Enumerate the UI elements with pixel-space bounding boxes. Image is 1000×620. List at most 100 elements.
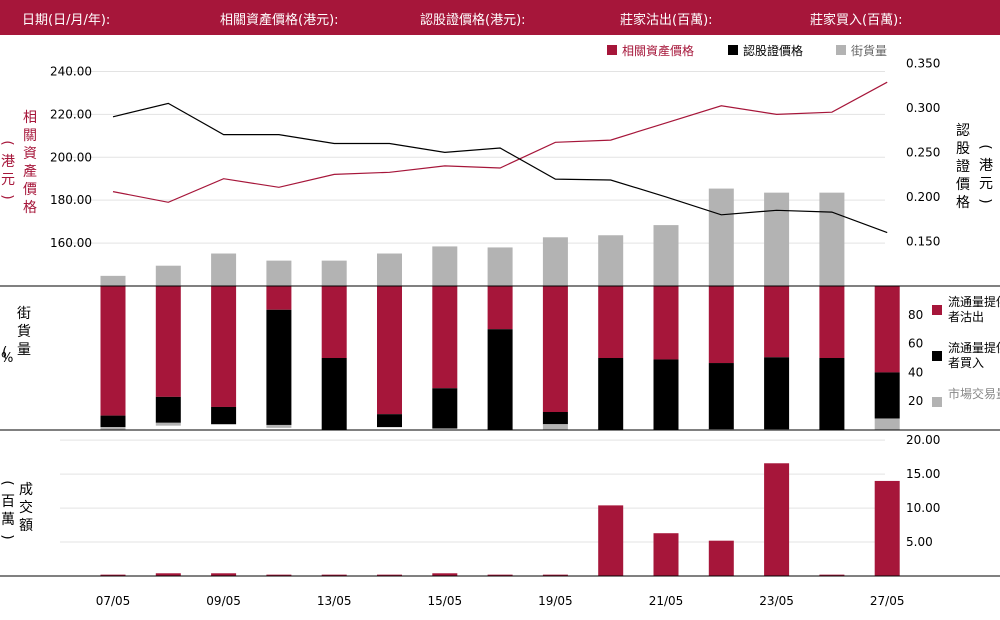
stacked-bar-segment [542,424,568,430]
turnover-axis-title-char: 成 [19,482,33,498]
right-tick-label: 0.250 [906,145,940,159]
turnover-bar [377,574,402,576]
x-axis-labels: 07/05 09/05 13/05 15/05 19/05 21/05 23/05 27/05 [96,594,905,608]
left-tick-label: 180.00 [50,193,92,207]
stacked-bar-segment [266,424,292,428]
outstanding-axis-title-char: 量 [17,342,31,358]
percent-unit: % [1,351,13,366]
stacked-bar-segment [266,286,292,310]
stacked-bar-segment [598,286,624,358]
stacked-bar-segment [874,418,900,430]
underlying-price-label: 相關資產價格(港元): [220,13,339,28]
turnover-tick-label: 20.00 [906,433,940,447]
legend-label: 認股證價格 [743,43,803,58]
outstanding-bars [100,188,845,286]
header-bar: 日期(日/月/年): 相關資產價格(港元): 認股證價格(港元): 莊家沽出(百… [0,0,1000,35]
date-label: 日期(日/月/年): [22,13,111,28]
turnover-bar [874,480,900,576]
dealer-sell-label: 莊家沽出(百萬): [620,13,713,28]
stacked-bar-segment [211,406,237,425]
outstanding-bar [266,260,292,286]
left-axis-title-char: 資 [23,146,37,162]
turnover-axis-unit-char: 百 [1,494,15,510]
stacked-bar-segment [542,412,568,425]
stacked-bar-segment [432,388,458,429]
legend-label: 街貨量 [851,43,887,58]
turnover-bar [708,540,734,576]
price-axes: 240.00 220.00 200.00 180.00 160.00 0.350 0.300… [0,56,993,250]
right-tick-label: 0.300 [906,101,940,115]
right-axis-title-char: 格 [956,195,970,211]
legend-label: 者沽出 [948,310,984,324]
outstanding-bar [321,260,347,286]
price-lines [112,81,888,234]
legend-swatch [932,351,942,361]
outstanding-bar [377,253,402,286]
stacked-bar-segment [266,309,292,425]
left-tick-label: 240.00 [50,64,92,78]
right-axis-title-char: 價 [956,176,970,193]
warrant-price-line [112,102,888,234]
x-tick-label: 13/05 [317,594,352,608]
percent-tick-label: 80 [908,308,923,322]
turnover-bar [432,573,458,576]
left-axis-unit-char: 元 [1,172,15,188]
stacked-bar-segment [598,358,624,430]
right-axis-unit-char: ) [977,198,993,203]
outstanding-bar [708,188,734,286]
legend-swatch [932,305,942,315]
outstanding-bar [542,237,568,286]
outstanding-bar [211,253,237,286]
turnover-bar [598,505,624,576]
underlying-price-line [112,81,888,203]
percent-tick-label: 40 [908,365,923,379]
left-tick-label: 200.00 [50,150,92,164]
dealer-buy-label: 莊家買入(百萬): [810,13,903,28]
turnover-axis-unit-char: ) [0,534,15,539]
left-tick-label: 160.00 [50,236,92,250]
right-axis-unit-char: 元 [979,176,993,192]
price-gridlines [60,70,885,244]
stacked-bar-segment [708,286,734,364]
warrant-price-label: 認股證價格(港元): [420,13,526,28]
right-tick-label: 0.200 [906,190,940,204]
stacked-bar-segment [487,286,513,330]
right-axis-title-char: 股 [956,141,970,157]
stacked-bar-segment [487,329,513,430]
outstanding-axes: 80 60 40 20 街貨量 (% [1,306,923,408]
outstanding-legend: 流通量提供者沽出流通量提供者買入市場交易量 [932,294,1000,407]
turnover-bar [155,573,181,576]
x-tick-label: 21/05 [649,594,684,608]
right-axis-unit-char: 港 [979,158,993,174]
price-legend: 相關資產價格 認股證價格 街貨量 [607,43,887,58]
outstanding-bar [764,192,790,286]
stacked-bar-segment [155,286,181,397]
stacked-bar-segment [874,372,900,419]
stacked-bar-segment [819,358,845,430]
outstanding-bar [819,192,845,286]
left-axis-unit-char: ( [0,140,15,145]
turnover-axis-unit-char: 萬 [1,512,15,528]
stacked-bar-segment [542,286,568,412]
stacked-bar-segment [321,286,347,358]
outstanding-bar [155,265,181,286]
right-tick-label: 0.150 [906,234,940,248]
legend-label: 市場交易量 [948,386,1000,401]
right-axis-unit-char: ( [977,144,993,149]
stacked-bar-segment [211,286,237,407]
left-tick-label: 220.00 [50,107,92,121]
turnover-gridlines [60,439,885,543]
legend-swatch [836,45,846,55]
x-tick-label: 09/05 [206,594,241,608]
outstanding-bar [100,275,126,286]
outstanding-stacked-bars [100,286,900,430]
turnover-bar [211,573,237,576]
turnover-bar [764,463,790,576]
stacked-bar-segment [764,286,790,358]
stacked-bar-segment [100,415,126,428]
legend-swatch [932,397,942,407]
turnover-bar [266,574,292,576]
stacked-bar-segment [155,396,181,423]
right-tick-label: 0.350 [906,56,940,70]
x-tick-label: 23/05 [759,594,794,608]
